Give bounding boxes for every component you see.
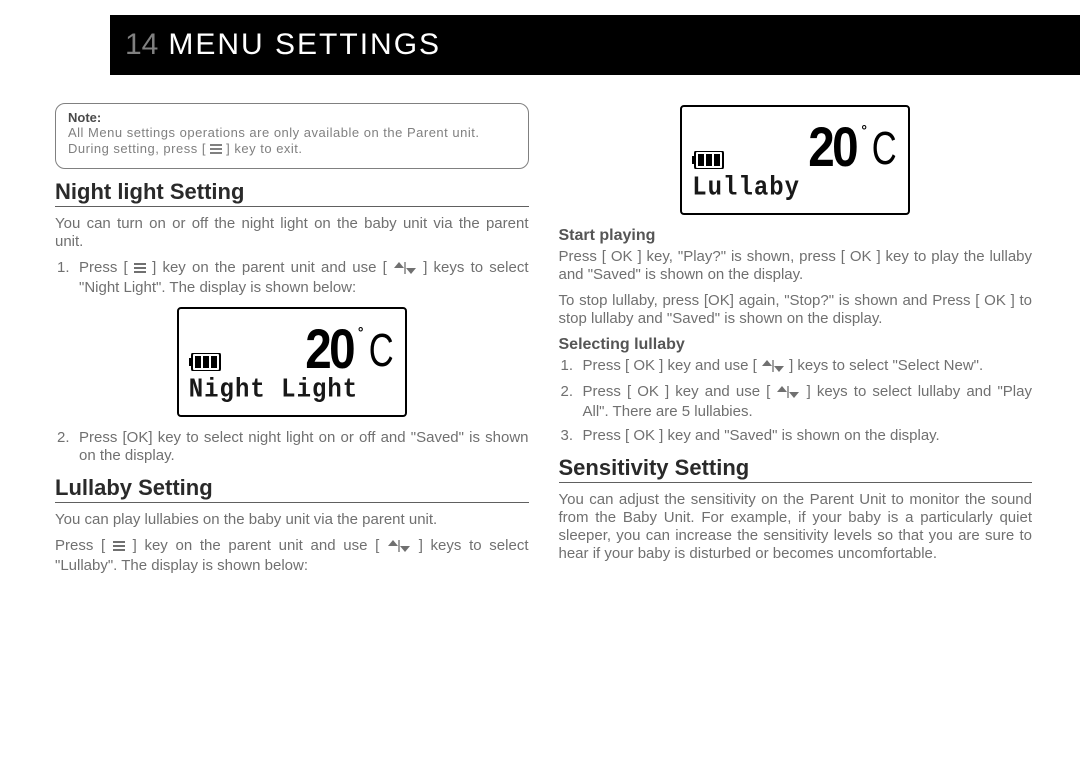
lcd2-temp-val: 20	[808, 119, 856, 175]
night-light-intro: You can turn on or off the night light o…	[55, 215, 529, 251]
lcd-label: Night Light	[189, 375, 395, 405]
lcd-temp: 20 ° C	[301, 321, 395, 377]
lb-p2b: ] key on the parent unit and use [	[125, 537, 387, 554]
sensitivity-heading: Sensitivity Setting	[559, 455, 1033, 483]
selecting-step1: Press [ OK ] key and use [ ] keys to sel…	[559, 357, 1033, 377]
lcd-temp-unit: C	[368, 327, 391, 373]
header-bar: 14 MENU SETTINGS	[0, 15, 1080, 75]
lcd-label2: Lullaby	[692, 174, 898, 204]
battery-icon	[692, 151, 724, 169]
content-area: Note: All Menu settings operations are o…	[55, 95, 1032, 583]
right-column: 20 ° C Lullaby Start playing Press [ OK ] …	[559, 95, 1033, 583]
night-light-steps: Press [ ] key on the parent unit and use…	[55, 259, 529, 297]
night-light-step2: Press [OK] key to select night light on …	[55, 429, 529, 465]
selecting-lullaby-heading: Selecting lullaby	[559, 336, 1033, 354]
updown-icon	[776, 385, 800, 403]
lullaby-intro: You can play lullabies on the baby unit …	[55, 511, 529, 529]
updown-icon	[393, 261, 417, 279]
sel-s2a: Press [ OK ] key and use [	[583, 383, 777, 400]
selecting-step3: Press [ OK ] key and "Saved" is shown on…	[559, 427, 1033, 445]
note-line2b: ] key to exit.	[222, 141, 302, 156]
menu-icon	[134, 261, 146, 279]
nl-s1a: Press [	[79, 259, 134, 276]
lcd-night-light: 20 ° C Night Light	[177, 307, 407, 417]
menu-icon	[113, 539, 125, 557]
lcd-lullaby: 20 ° C Lullaby	[680, 105, 910, 215]
sel-s1b: ] keys to select "Select New".	[785, 357, 983, 374]
lcd-temp2: 20 ° C	[804, 119, 898, 175]
updown-icon	[761, 359, 785, 377]
sensitivity-p1: You can adjust the sensitivity on the Pa…	[559, 491, 1033, 563]
updown-icon	[387, 539, 411, 557]
selecting-step2: Press [ OK ] key and use [ ] keys to sel…	[559, 383, 1033, 421]
start-playing-heading: Start playing	[559, 227, 1033, 245]
lullaby-heading: Lullaby Setting	[55, 475, 529, 503]
start-playing-p1: Press [ OK ] key, "Play?" is shown, pres…	[559, 248, 1033, 284]
note-line1: All Menu settings operations are only av…	[68, 125, 516, 141]
page-number: 14	[110, 28, 168, 62]
night-light-heading: Night light Setting	[55, 179, 529, 207]
note-line2: During setting, press [ ] key to exit.	[68, 141, 516, 159]
selecting-steps: Press [ OK ] key and use [ ] keys to sel…	[559, 357, 1033, 445]
degree-icon: °	[358, 325, 364, 339]
note-box: Note: All Menu settings operations are o…	[55, 103, 529, 169]
note-line2a: During setting, press [	[68, 141, 210, 156]
page-title: MENU SETTINGS	[168, 28, 441, 62]
degree-icon: °	[861, 123, 867, 137]
start-playing-p2: To stop lullaby, press [OK] again, "Stop…	[559, 292, 1033, 328]
left-column: Note: All Menu settings operations are o…	[55, 95, 529, 583]
lb-p2a: Press [	[55, 537, 113, 554]
night-light-steps2: Press [OK] key to select night light on …	[55, 429, 529, 465]
menu-icon	[210, 143, 222, 159]
sel-s1a: Press [ OK ] key and use [	[583, 357, 761, 374]
lcd2-temp-unit: C	[872, 125, 895, 171]
battery-icon	[189, 353, 221, 371]
nl-s1b: ] key on the parent unit and use [	[146, 259, 393, 276]
lullaby-p2: Press [ ] key on the parent unit and use…	[55, 537, 529, 575]
night-light-step1: Press [ ] key on the parent unit and use…	[55, 259, 529, 297]
header-left-gap	[0, 15, 110, 75]
note-label: Note:	[68, 110, 516, 125]
lcd-temp-val: 20	[305, 321, 353, 377]
